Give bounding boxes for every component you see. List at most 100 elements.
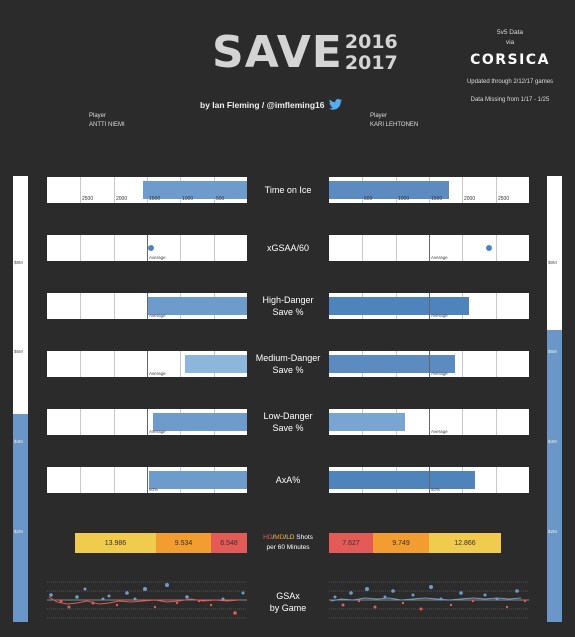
metric-bar-left[interactable] bbox=[153, 413, 247, 431]
metric-label-line1: Medium-Danger bbox=[255, 353, 321, 363]
toi-chart-left[interactable]: 2500 2000 1500 1000 500 bbox=[47, 177, 247, 203]
toi-bar-left[interactable] bbox=[143, 181, 247, 199]
app-logo: SAVE 2016 2017 bbox=[212, 27, 398, 78]
metric-label: AxA% bbox=[248, 474, 328, 486]
metric-chart-left[interactable]: Average bbox=[47, 293, 247, 319]
metric-chart-left[interactable]: Average bbox=[47, 351, 247, 377]
player-left-name[interactable]: ANTTI NIEMI bbox=[89, 122, 125, 128]
metric-label-line1: Low-Danger bbox=[263, 411, 313, 421]
xgsaa-chart-right[interactable]: Average bbox=[329, 235, 529, 261]
average-label: Average bbox=[149, 371, 166, 376]
axis-label: 2000 bbox=[116, 196, 128, 202]
shots-ld-left[interactable]: 13.986 bbox=[75, 533, 156, 553]
average-label: Average bbox=[431, 313, 448, 318]
byline-text[interactable]: by Ian Fleming / @imfleming16 bbox=[200, 99, 325, 110]
average-label: Average bbox=[431, 255, 448, 260]
metric-label-line2: Save % bbox=[272, 365, 304, 375]
axis-label: 500 bbox=[216, 196, 225, 202]
twitter-icon[interactable] bbox=[328, 99, 343, 110]
player-right-label: Player bbox=[370, 113, 388, 119]
metric-chart-left[interactable]: 50% bbox=[47, 467, 247, 493]
toi-chart-right[interactable]: 500 1000 1500 2000 2500 bbox=[329, 177, 529, 203]
gsax-chart-right[interactable] bbox=[329, 577, 529, 623]
salary-tick: $4M bbox=[548, 439, 557, 444]
axis-label: 2500 bbox=[82, 196, 94, 202]
shots-hd-right[interactable]: 7.627 bbox=[329, 533, 373, 553]
metric-label-line2: Save % bbox=[272, 423, 304, 433]
source-line1: 5v5 Data bbox=[496, 29, 524, 36]
metric-bar-left[interactable] bbox=[147, 297, 247, 315]
shots-subtitle: per 60 Minutes bbox=[266, 544, 310, 551]
shots-ld-right[interactable]: 12.866 bbox=[429, 533, 501, 553]
metric-chart-right[interactable]: 50% bbox=[329, 467, 529, 493]
metric-label-toi: Time on Ice bbox=[248, 184, 328, 196]
toi-bar-right[interactable] bbox=[329, 181, 449, 199]
metric-bar-right[interactable] bbox=[329, 413, 405, 431]
logo-year-top: 2016 bbox=[344, 31, 398, 53]
player-left-label: Player bbox=[89, 113, 107, 119]
gsax-label-line1: GSAx bbox=[276, 591, 300, 601]
metric-bar-left[interactable] bbox=[185, 355, 247, 373]
metric-label-line1: xGSAA/60 bbox=[266, 243, 310, 253]
shots-bar-left[interactable]: 13.986 9.534 6.548 bbox=[75, 533, 247, 553]
metric-bar-left[interactable] bbox=[149, 471, 247, 489]
metric-label-line2: Save % bbox=[272, 307, 304, 317]
player-right[interactable]: Player KARI LEHTONEN bbox=[370, 112, 418, 130]
xgsaa-dot-right[interactable] bbox=[486, 245, 492, 251]
salary-tick: $8M bbox=[548, 260, 557, 265]
updated-note: Updated through 2/12/17 games bbox=[466, 79, 554, 85]
average-label: Average bbox=[431, 429, 448, 434]
shots-bar-right[interactable]: 7.627 9.749 12.866 bbox=[329, 533, 501, 553]
average-label: Average bbox=[149, 313, 166, 318]
shots-label: HD/MD/LD Shots per 60 Minutes bbox=[248, 533, 328, 553]
metric-label-xgsaa: xGSAA/60 bbox=[248, 242, 328, 254]
salary-tick: $2M bbox=[14, 529, 23, 534]
gsax-chart-left[interactable] bbox=[47, 577, 247, 623]
source-line2: via bbox=[505, 39, 515, 46]
salary-tick: $2M bbox=[548, 529, 557, 534]
salary-fill-right bbox=[547, 330, 562, 622]
metric-chart-right[interactable]: Average bbox=[329, 293, 529, 319]
salary-tick: $6M bbox=[14, 349, 23, 354]
average-label: Average bbox=[149, 255, 166, 260]
xgsaa-chart-left[interactable]: Average bbox=[47, 235, 247, 261]
player-right-name[interactable]: KARI LEHTONEN bbox=[370, 122, 419, 128]
metric-label-gsax: GSAx by Game bbox=[248, 590, 328, 614]
logo-title: SAVE bbox=[212, 27, 343, 78]
salary-column-right[interactable]: $8M $6M $4M $2M bbox=[547, 176, 562, 622]
axis-label: 1000 bbox=[398, 196, 410, 202]
metric-label-line1: AxA% bbox=[275, 475, 301, 485]
player-left[interactable]: Player ANTTI NIEMI bbox=[89, 112, 125, 130]
metric-label: Medium-Danger Save % bbox=[248, 352, 328, 376]
salary-tick: $8M bbox=[14, 260, 23, 265]
salary-tick: $4M bbox=[14, 439, 23, 444]
source-block: 5v5 Data via CORSICA bbox=[455, 28, 565, 68]
axis-label: 2500 bbox=[498, 196, 510, 202]
metric-label: Low-Danger Save % bbox=[248, 410, 328, 434]
shots-md-left[interactable]: 9.534 bbox=[156, 533, 211, 553]
logo-years: 2016 2017 bbox=[345, 32, 398, 74]
metric-bar-right[interactable] bbox=[329, 471, 475, 489]
missing-note: Data Missing from 1/17 - 1/25 bbox=[470, 97, 550, 103]
metric-bar-right[interactable] bbox=[329, 297, 469, 315]
metric-chart-right[interactable]: Average bbox=[329, 351, 529, 377]
axis-label: 1500 bbox=[431, 196, 443, 202]
salary-column-left[interactable]: $8M $6M $4M $2M bbox=[13, 176, 28, 622]
shots-title-ld: LD bbox=[286, 534, 295, 541]
average-label: 50% bbox=[149, 487, 159, 492]
corsica-logo[interactable]: CORSICA bbox=[470, 52, 550, 68]
metric-label-line1: Time on Ice bbox=[264, 185, 312, 195]
metric-chart-right[interactable]: Average bbox=[329, 409, 529, 435]
average-label: Average bbox=[431, 371, 448, 376]
byline[interactable]: by Ian Fleming / @imfleming16 bbox=[200, 99, 400, 110]
xgsaa-dot-left[interactable] bbox=[148, 245, 154, 251]
axis-label: 500 bbox=[364, 196, 373, 202]
shots-hd-left[interactable]: 6.548 bbox=[211, 533, 247, 553]
shots-md-right[interactable]: 9.749 bbox=[373, 533, 429, 553]
logo-year-bottom: 2017 bbox=[344, 52, 398, 74]
salary-fill-left bbox=[13, 414, 28, 622]
metric-chart-left[interactable]: Average bbox=[47, 409, 247, 435]
metric-bar-right[interactable] bbox=[329, 355, 455, 373]
axis-label: 1500 bbox=[149, 196, 161, 202]
axis-label: 1000 bbox=[182, 196, 194, 202]
